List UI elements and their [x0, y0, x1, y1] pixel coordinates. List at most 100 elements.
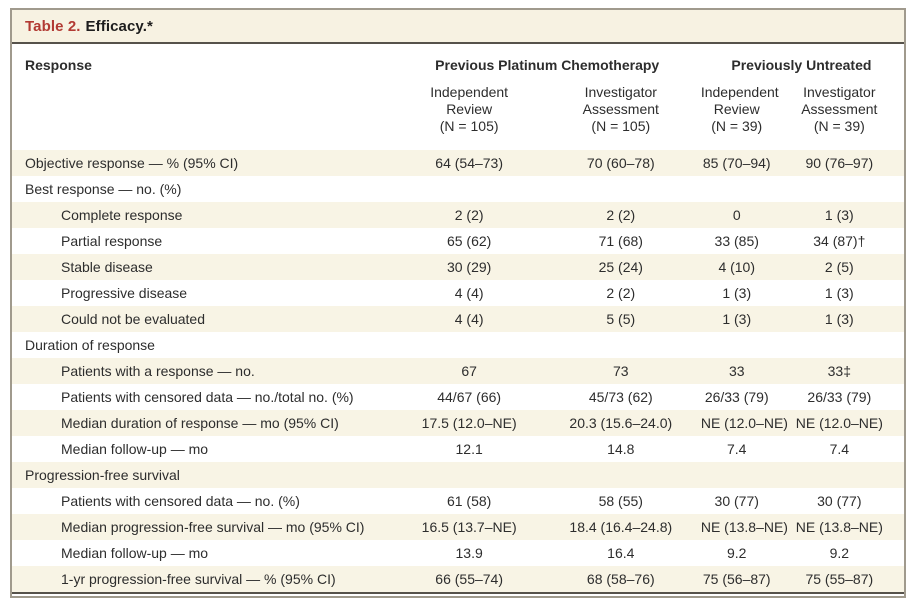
row-label: Median follow-up — mo [61, 441, 209, 457]
cell-value: 68 (58–76) [542, 566, 699, 593]
cell-value: 64 (54–73) [395, 150, 543, 176]
column-group-previously-untreated: Previously Untreated [731, 57, 872, 73]
row-label: Objective response — % (95% CI) [12, 150, 396, 176]
table-row: Stable disease 30 (29) 25 (24) 4 (10) 2 (5) [12, 254, 904, 280]
cell-value: 65 (62) [446, 233, 492, 249]
table-header: Response Previous Platinum Chemotherapy … [12, 44, 904, 150]
table-number-label: Table 2. [25, 18, 81, 35]
cell-value: 90 (76–97) [774, 150, 904, 176]
row-label: Stable disease [12, 254, 396, 280]
cell-value: 1 (3) [722, 285, 752, 301]
cell-value: 16.4 [607, 545, 635, 561]
column-header-independent-review-105: Independent Review (N = 105) [430, 84, 509, 134]
cell-value: NE (12.0–NE) [698, 410, 788, 436]
cell-value: 9.2 [829, 545, 850, 561]
cell-value: 30 (29) [395, 254, 543, 280]
cell-value: 20.3 (15.6–24.0) [542, 410, 699, 436]
cell-value: 61 (58) [446, 493, 492, 509]
table-row: Objective response — % (95% CI) 64 (54–73… [12, 150, 904, 176]
column-group-previous-platinum-chemotherapy: Previous Platinum Chemotherapy [435, 57, 660, 73]
row-label: Median follow-up — mo [61, 545, 209, 561]
table-body: Objective response — % (95% CI) 64 (54–73… [12, 150, 904, 593]
cell-value: 17.5 (12.0–NE) [395, 410, 543, 436]
row-label: 1-yr progression-free survival — % (95% … [12, 566, 396, 593]
cell-value: 13.9 [455, 545, 483, 561]
cell-value: 26/33 (79) [704, 389, 769, 405]
cell-value [699, 332, 775, 358]
cell-value: 67 [395, 358, 543, 384]
column-header-response: Response [25, 57, 92, 73]
cell-value [774, 462, 904, 488]
cell-value: 0 [698, 202, 775, 228]
cell-value [543, 176, 699, 202]
cell-value: 34 (87)† [813, 233, 866, 249]
row-label: Complete response [12, 202, 396, 228]
row-label: Progressive disease [61, 285, 188, 301]
table-title-text: Efficacy.* [85, 18, 153, 35]
cell-value: 2 (2) [542, 202, 699, 228]
table-row: Median progression-free survival — mo (9… [12, 514, 904, 540]
row-label: Median progression-free survival — mo (9… [12, 514, 396, 540]
cell-value: 66 (55–74) [395, 566, 543, 593]
row-label: Partial response [61, 233, 163, 249]
cell-value: 1 (3) [774, 202, 904, 228]
table-row: Patients with censored data — no. (%) 61 … [12, 488, 904, 514]
column-header-investigator-assessment-105: Investigator Assessment (N = 105) [582, 84, 659, 134]
cell-value: 75 (56–87) [698, 566, 775, 593]
table-title-band: Table 2. Efficacy.* [12, 10, 904, 44]
table-row: Partial response 65 (62) 71 (68) 33 (85) 34 … [12, 228, 904, 254]
cell-value: 85 (70–94) [698, 150, 775, 176]
cell-value: 58 (55) [598, 493, 643, 509]
table-row: Duration of response [12, 332, 904, 358]
row-label: Median duration of response — mo (95% CI… [12, 410, 396, 436]
cell-value [396, 176, 543, 202]
cell-value: NE (13.8–NE) [774, 514, 904, 540]
row-label: Best response — no. (%) [25, 181, 182, 197]
efficacy-table-card: Table 2. Efficacy.* Response Previous Pla… [10, 8, 906, 598]
table-row: Best response — no. (%) [12, 176, 904, 202]
cell-value: 71 (68) [598, 233, 643, 249]
table-row: Median follow-up — mo 13.9 16.4 9.2 9.2 [12, 540, 904, 566]
cell-value [543, 332, 699, 358]
cell-value: 73 [542, 358, 699, 384]
table-row: 1-yr progression-free survival — % (95% … [12, 566, 904, 593]
cell-value: 2 (2) [606, 285, 636, 301]
cell-value: 25 (24) [542, 254, 699, 280]
cell-value: 33 (85) [714, 233, 759, 249]
cell-value: 16.5 (13.7–NE) [395, 514, 543, 540]
cell-value: 18.4 (16.4–24.8) [542, 514, 699, 540]
cell-value: 33 [698, 358, 775, 384]
row-label: Could not be evaluated [12, 306, 396, 332]
cell-value [775, 332, 904, 358]
cell-value: 4 (4) [454, 285, 484, 301]
table-row: Progression-free survival [12, 462, 904, 488]
cell-value: 4 (10) [698, 254, 775, 280]
row-label: Patients with a response — no. [12, 358, 396, 384]
cell-value: NE (12.0–NE) [774, 410, 904, 436]
cell-value: 9.2 [727, 545, 747, 561]
table-row: Complete response 2 (2) 2 (2) 0 1 (3) [12, 202, 904, 228]
column-header-investigator-assessment-39: Investigator Assessment (N = 39) [801, 84, 878, 134]
table-row: Median duration of response — mo (95% CI… [12, 410, 904, 436]
row-label: Duration of response [25, 337, 155, 353]
cell-value: 45/73 (62) [588, 389, 653, 405]
row-label: Progression-free survival [12, 462, 396, 488]
row-label: Patients with censored data — no. (%) [61, 493, 300, 509]
cell-value: 14.8 [607, 441, 635, 457]
table-row: Median follow-up — mo 12.1 14.8 7.4 7.4 [12, 436, 904, 462]
cell-value [396, 332, 543, 358]
cell-value: NE (13.8–NE) [698, 514, 788, 540]
cell-value: 7.4 [727, 441, 747, 457]
table-row: Progressive disease 4 (4) 2 (2) 1 (3) 1 (3) [12, 280, 904, 306]
column-header-independent-review-39: Independent Review (N = 39) [700, 84, 779, 134]
cell-value [395, 462, 543, 488]
cell-value: 75 (55–87) [774, 566, 904, 593]
cell-value: 2 (2) [395, 202, 543, 228]
cell-value: 1 (3) [824, 285, 854, 301]
row-label: Patients with censored data — no./total … [61, 389, 354, 405]
table-row: Patients with censored data — no./total … [12, 384, 904, 410]
cell-value: 1 (3) [698, 306, 775, 332]
cell-value: 44/67 (66) [437, 389, 502, 405]
cell-value [775, 176, 904, 202]
cell-value: 30 (77) [817, 493, 862, 509]
